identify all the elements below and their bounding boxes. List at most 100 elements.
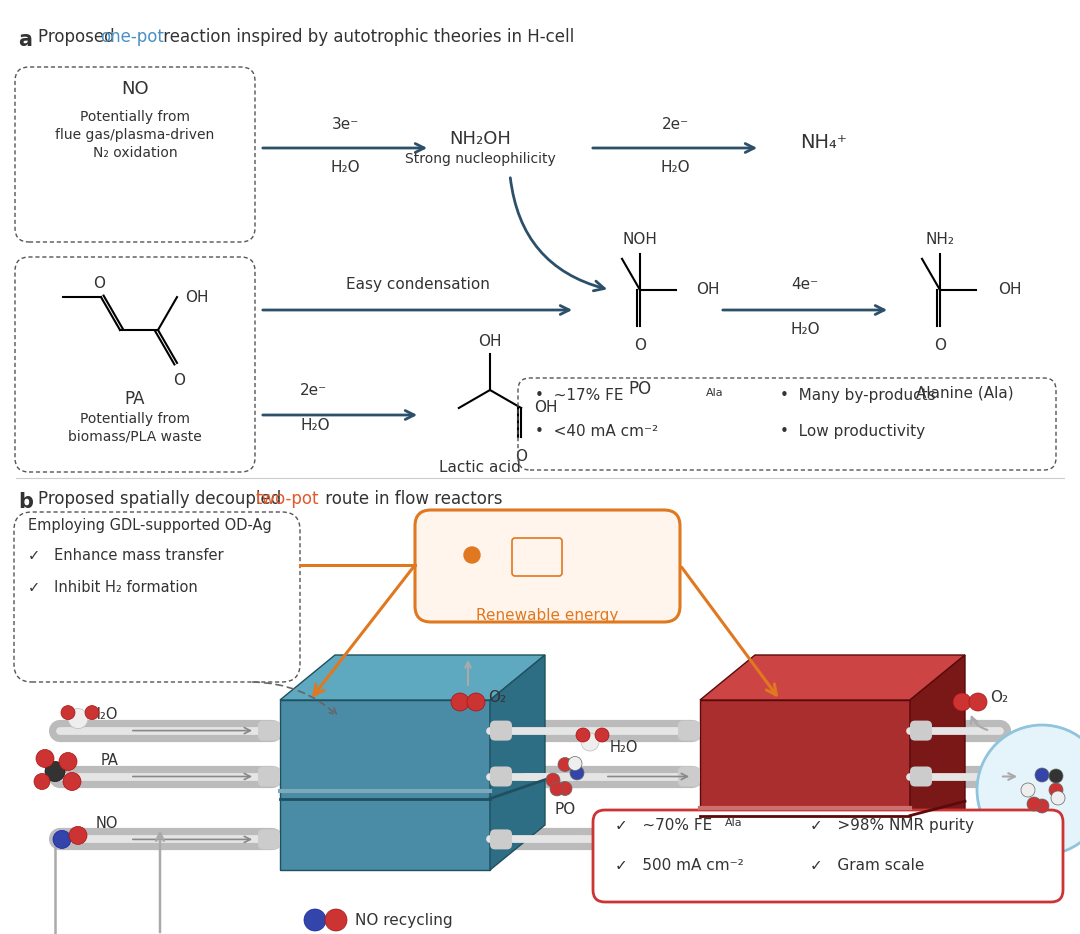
Text: O: O — [934, 338, 946, 353]
Circle shape — [1051, 791, 1065, 805]
Text: OH: OH — [696, 282, 719, 298]
Circle shape — [1021, 783, 1035, 797]
Circle shape — [558, 757, 572, 771]
Text: 2e⁻: 2e⁻ — [300, 383, 327, 398]
Text: •  <40 mA cm⁻²: • <40 mA cm⁻² — [535, 424, 658, 439]
Circle shape — [69, 827, 87, 844]
Polygon shape — [700, 700, 910, 870]
FancyBboxPatch shape — [490, 767, 512, 786]
Text: H₂O: H₂O — [300, 418, 329, 433]
Text: NO recycling: NO recycling — [355, 913, 453, 927]
Text: Strong nucleophilicity: Strong nucleophilicity — [405, 152, 555, 166]
Text: O₂: O₂ — [990, 689, 1008, 704]
Circle shape — [36, 749, 54, 768]
Text: O: O — [93, 276, 105, 290]
Circle shape — [581, 733, 599, 751]
Text: •  Many by-products: • Many by-products — [780, 388, 935, 403]
Circle shape — [1049, 769, 1063, 783]
Text: PA: PA — [125, 390, 145, 408]
Circle shape — [1035, 799, 1049, 813]
Text: NH₂: NH₂ — [926, 233, 955, 248]
Circle shape — [53, 830, 71, 848]
Text: Lactic acid: Lactic acid — [440, 460, 521, 475]
FancyArrowPatch shape — [681, 567, 777, 695]
Text: •  ~17% FE: • ~17% FE — [535, 388, 623, 403]
Text: ✓   500 mA cm⁻²: ✓ 500 mA cm⁻² — [615, 858, 744, 873]
Polygon shape — [490, 655, 545, 870]
Polygon shape — [910, 655, 966, 870]
Text: 4e⁻: 4e⁻ — [792, 277, 819, 292]
Text: Easy condensation: Easy condensation — [346, 277, 490, 292]
Text: Proposed: Proposed — [38, 28, 120, 46]
Text: H₂O: H₂O — [330, 160, 360, 175]
Text: 2e⁻: 2e⁻ — [661, 117, 689, 132]
FancyBboxPatch shape — [593, 810, 1063, 902]
Circle shape — [60, 705, 75, 719]
Polygon shape — [280, 700, 490, 870]
Circle shape — [85, 705, 99, 719]
Text: b: b — [18, 492, 33, 512]
Circle shape — [969, 693, 987, 711]
FancyBboxPatch shape — [678, 829, 700, 849]
Text: flue gas/plasma-driven: flue gas/plasma-driven — [55, 128, 215, 142]
Text: NH₂OH: NH₂OH — [449, 130, 511, 148]
Circle shape — [1035, 768, 1049, 782]
Text: ✓   Inhibit H₂ formation: ✓ Inhibit H₂ formation — [28, 580, 198, 595]
Text: O: O — [634, 338, 646, 353]
Circle shape — [63, 772, 81, 790]
Text: H₂O: H₂O — [90, 707, 118, 722]
Polygon shape — [280, 655, 545, 700]
Text: 3e⁻: 3e⁻ — [332, 117, 359, 132]
FancyBboxPatch shape — [258, 767, 280, 786]
Circle shape — [550, 782, 564, 796]
Text: O₂: O₂ — [488, 689, 507, 704]
Circle shape — [953, 693, 971, 711]
Text: NO: NO — [95, 816, 118, 831]
Text: Alanine (Ala): Alanine (Ala) — [916, 385, 1014, 400]
FancyBboxPatch shape — [415, 510, 680, 622]
FancyBboxPatch shape — [258, 721, 280, 741]
Text: •  Low productivity: • Low productivity — [780, 424, 926, 439]
Text: ✓   ~70% FE: ✓ ~70% FE — [615, 818, 712, 833]
Text: OH: OH — [535, 401, 558, 416]
Text: Employing GDL-supported OD-Ag: Employing GDL-supported OD-Ag — [28, 518, 272, 533]
Circle shape — [1027, 797, 1041, 811]
Text: PO: PO — [554, 801, 576, 816]
FancyArrowPatch shape — [971, 716, 987, 729]
Text: Ala: Ala — [725, 818, 743, 828]
FancyArrowPatch shape — [511, 177, 605, 290]
Text: Ala: Ala — [706, 388, 724, 398]
Text: a: a — [18, 30, 32, 50]
Circle shape — [568, 757, 582, 771]
FancyBboxPatch shape — [678, 721, 700, 741]
Text: O: O — [515, 449, 527, 464]
FancyBboxPatch shape — [258, 829, 280, 849]
Text: ✓   Gram scale: ✓ Gram scale — [810, 858, 924, 873]
Text: ✓   Enhance mass transfer: ✓ Enhance mass transfer — [28, 548, 224, 563]
Text: Potentially from: Potentially from — [80, 412, 190, 426]
Circle shape — [546, 773, 561, 787]
Text: H₂O: H₂O — [791, 322, 820, 337]
Text: OH: OH — [186, 290, 208, 304]
Circle shape — [576, 728, 590, 742]
Circle shape — [59, 753, 77, 771]
Circle shape — [1049, 783, 1063, 797]
Text: PA: PA — [100, 753, 118, 768]
Text: route in flow reactors: route in flow reactors — [320, 490, 502, 508]
Circle shape — [33, 773, 50, 789]
Circle shape — [451, 693, 469, 711]
Text: NO: NO — [121, 80, 149, 98]
Circle shape — [467, 693, 485, 711]
Text: OH: OH — [998, 282, 1022, 298]
Text: biomass/PLA waste: biomass/PLA waste — [68, 430, 202, 444]
Text: NOH: NOH — [622, 233, 658, 248]
Circle shape — [303, 909, 326, 931]
Text: Renewable energy: Renewable energy — [476, 608, 618, 623]
FancyArrowPatch shape — [253, 682, 337, 715]
FancyBboxPatch shape — [490, 829, 512, 849]
Text: Potentially from: Potentially from — [80, 110, 190, 124]
FancyBboxPatch shape — [910, 767, 932, 786]
FancyBboxPatch shape — [910, 721, 932, 741]
Text: H₂O: H₂O — [610, 741, 638, 756]
Text: NH₄⁺: NH₄⁺ — [800, 133, 847, 151]
